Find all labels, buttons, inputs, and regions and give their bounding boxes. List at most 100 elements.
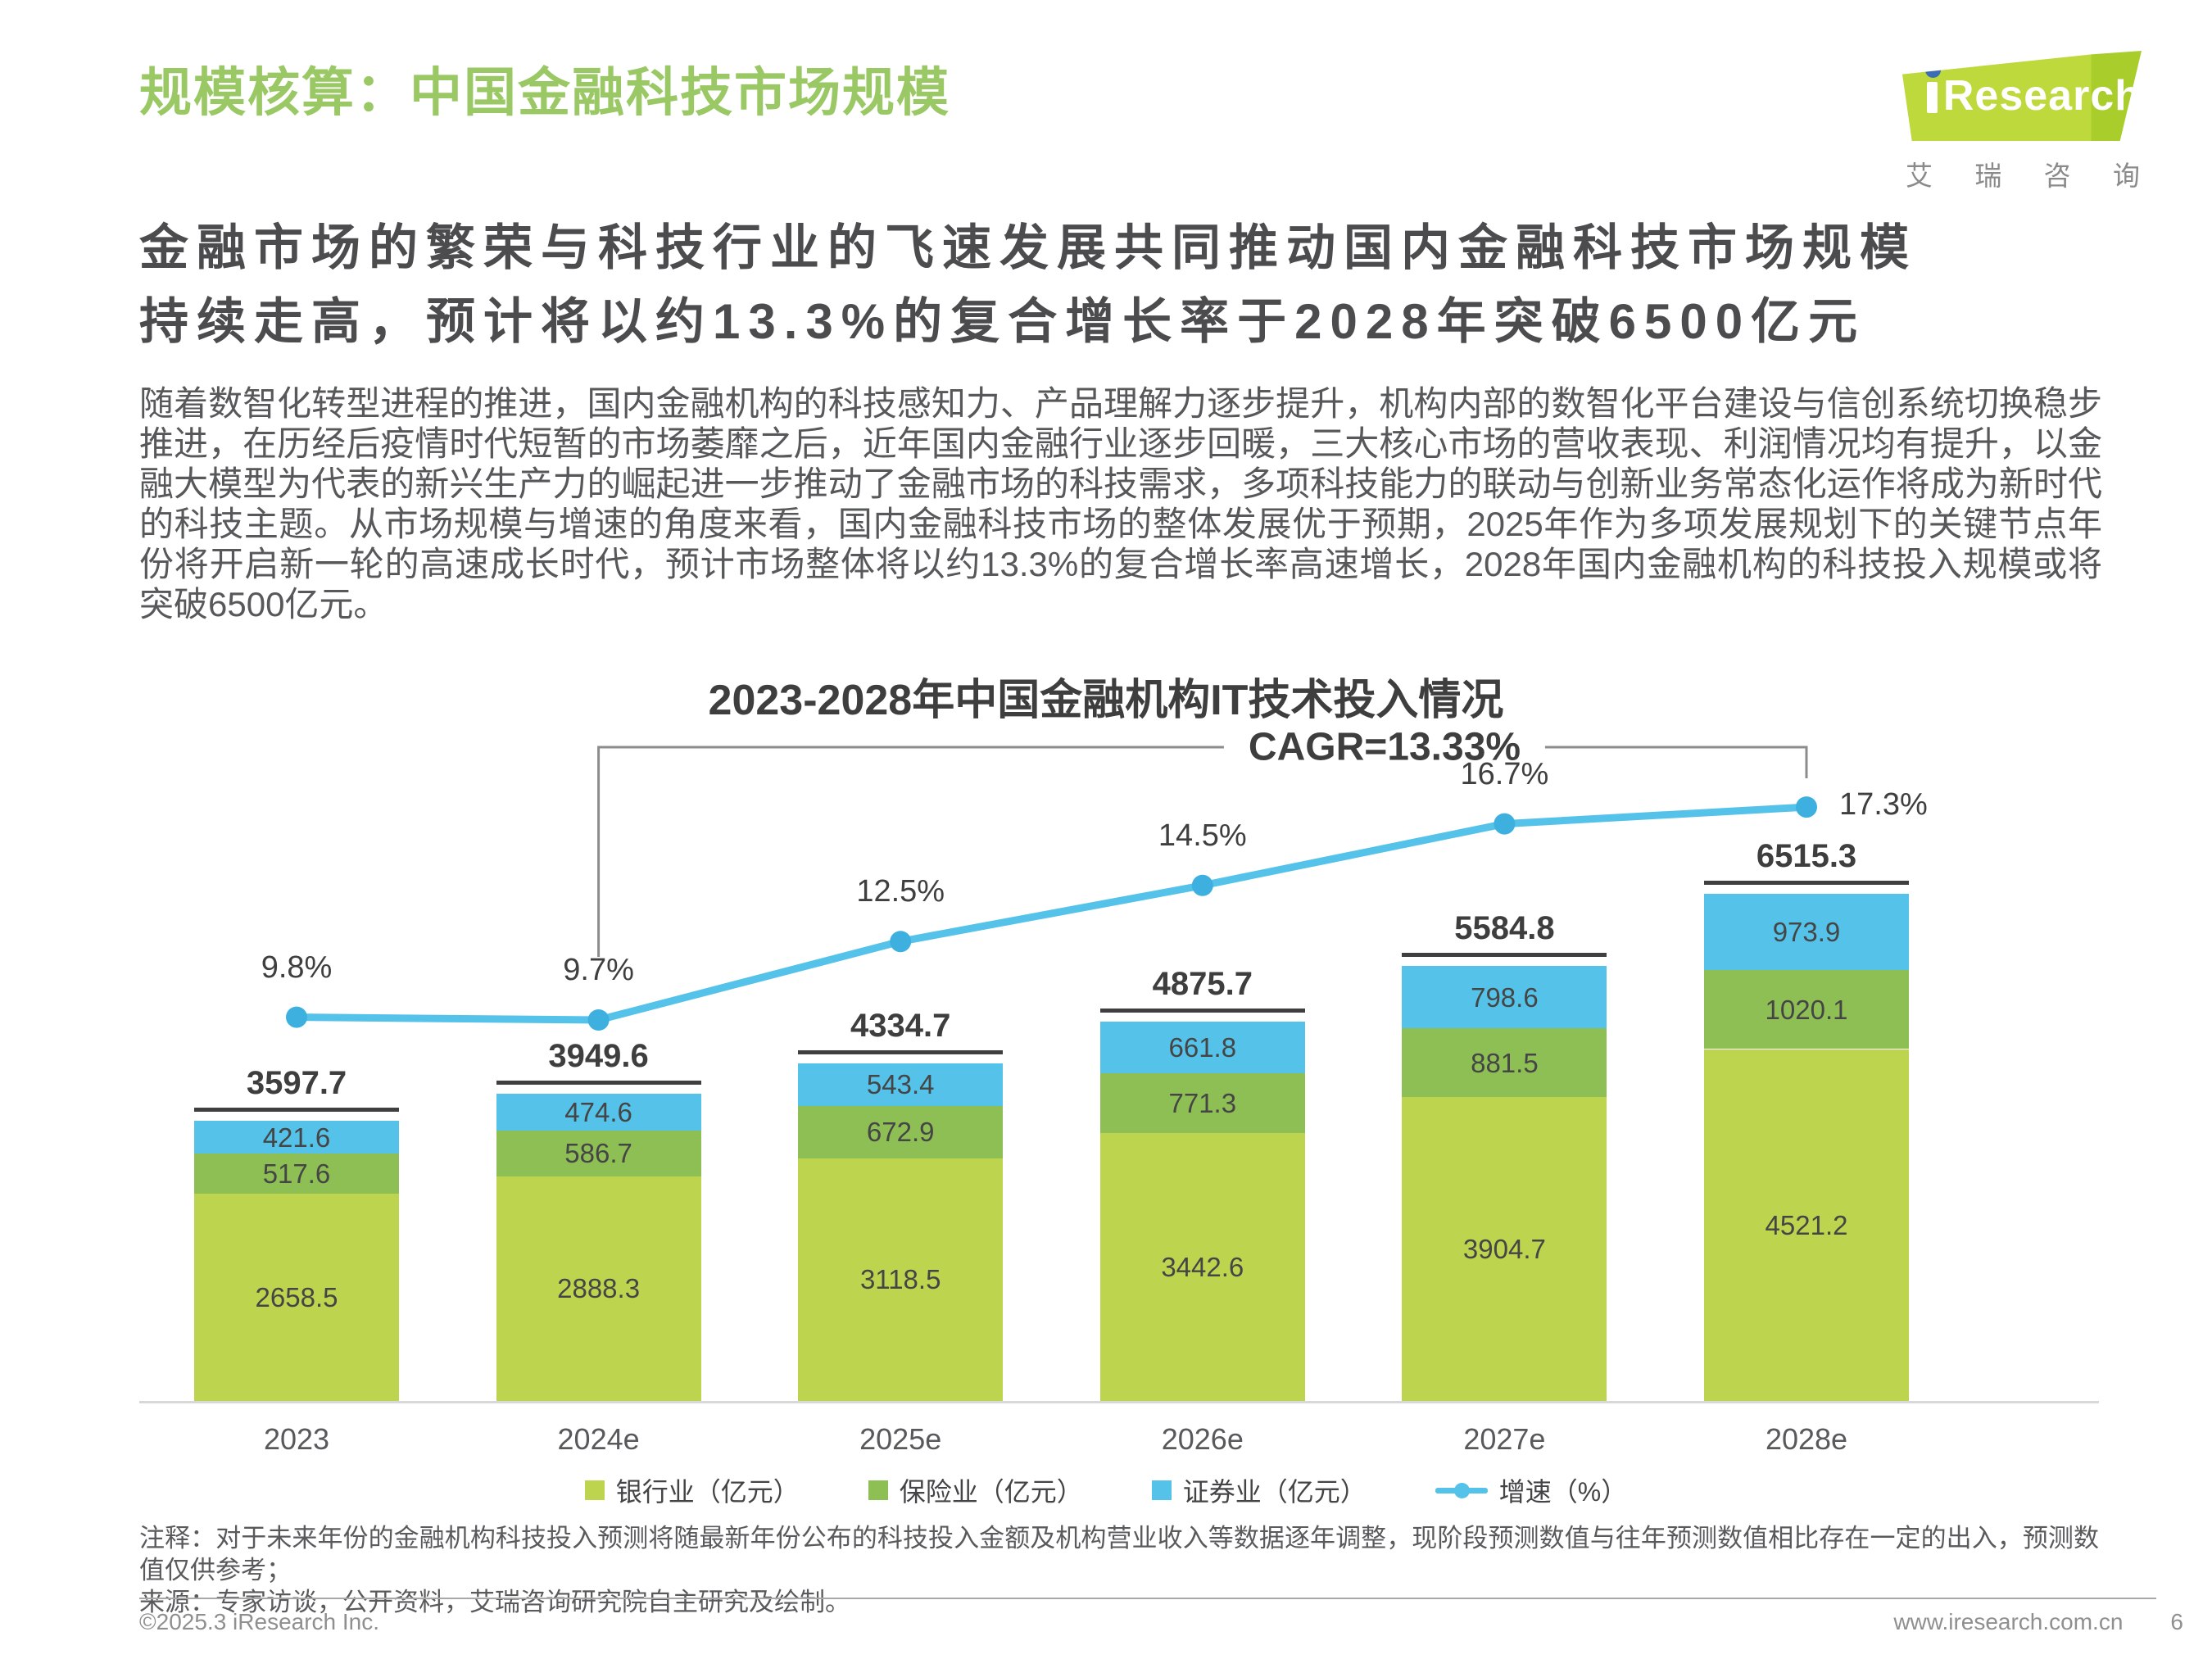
bar-segment-value: 474.6: [564, 1096, 632, 1127]
bar-segment-value: 881.5: [1471, 1047, 1539, 1078]
logo-cn-char: 瑞: [1974, 161, 2002, 191]
bar-segment-2-2028e: 973.9: [1704, 894, 1909, 970]
logo-brand-text: Research: [1942, 72, 2142, 120]
growth-point-label: 9.8%: [261, 950, 333, 985]
growth-point-marker: [1191, 874, 1213, 896]
chart-title: 2023-2028年中国金融机构IT技术投入情况: [708, 677, 1504, 724]
growth-point-marker: [890, 931, 912, 953]
bar-segment-2-2023: 421.6: [194, 1121, 399, 1154]
footer-website: www.iresearch.com.cn: [1893, 1609, 2124, 1634]
bar-total-label: 3949.6: [548, 1037, 649, 1074]
source-text: 来源：专家访谈，公开资料，艾瑞咨询研究院自主研究及绘制。: [139, 1588, 850, 1616]
legend-swatch-icon: [868, 1480, 888, 1500]
legend-label: 增速（%）: [1498, 1477, 1628, 1507]
logo-i-stem: [1927, 82, 1938, 113]
growth-point-marker: [286, 1006, 307, 1028]
footer-divider: [139, 1598, 2156, 1599]
growth-point-label: 17.3%: [1839, 787, 1928, 823]
subtitle-line: 持续走高，预计将以约13.3%的复合增长率于2028年突破6500亿元: [139, 294, 1866, 349]
page-title: 规模核算：中国金融科技市场规模: [139, 63, 950, 122]
footer-page-number: 6: [2170, 1609, 2183, 1634]
bar-total-label: 6515.3: [1756, 838, 1857, 875]
legend-swatch-icon: [1151, 1480, 1172, 1500]
bar-segment-value: 543.4: [866, 1069, 935, 1100]
growth-line-legend-dot: [1453, 1482, 1470, 1498]
growth-point-marker: [1494, 813, 1516, 835]
legend-swatch-icon: [584, 1480, 605, 1500]
legend-item-1: 保险业（亿元）: [868, 1471, 1083, 1509]
legend-label: 保险业（亿元）: [899, 1477, 1083, 1507]
iresearch-logo: Research 艾 瑞 咨 询: [1902, 51, 2148, 193]
legend-item-growth: 增速（%）: [1435, 1471, 1627, 1509]
chart-legend: 银行业（亿元） 保险业（亿元） 证券业（亿元） 增速（%）: [0, 1471, 2212, 1509]
growth-point-marker: [1796, 796, 1817, 818]
bar-segment-1-2027e: 881.5: [1402, 1028, 1607, 1097]
bar-total-label: 3597.7: [246, 1065, 347, 1102]
x-axis-line: [139, 1401, 2099, 1403]
bar-segment-0-2023: 2658.5: [194, 1194, 399, 1401]
bar-total-rule: [798, 1050, 1004, 1055]
bar-segment-value: 661.8: [1168, 1031, 1237, 1063]
cagr-label: CAGR=13.33%: [1223, 724, 1546, 770]
bar-segment-0-2026e: 3442.6: [1099, 1133, 1305, 1401]
bar-total-rule: [1704, 881, 1909, 886]
legend-label: 证券业（亿元）: [1182, 1477, 1367, 1507]
bar-segment-2-2027e: 798.6: [1402, 966, 1607, 1029]
bar-segment-2-2024e: 474.6: [496, 1093, 701, 1131]
bar-segment-value: 771.3: [1168, 1087, 1237, 1118]
logo-cn-char: 询: [2112, 161, 2140, 191]
bar-total-rule: [496, 1080, 701, 1085]
bar-total-label: 4875.7: [1152, 965, 1253, 1002]
logo-i-glyph: [1925, 62, 1941, 116]
x-axis-label: 2026e: [1161, 1422, 1244, 1456]
x-axis-label: 2025e: [859, 1422, 942, 1456]
growth-point-label: 16.7%: [1460, 756, 1549, 791]
bar-total-label: 4334.7: [850, 1008, 951, 1045]
bar-segment-value: 3442.6: [1161, 1252, 1244, 1282]
bar-segment-2-2026e: 661.8: [1099, 1021, 1305, 1073]
x-axis-label: 2028e: [1765, 1422, 1848, 1456]
bar-segment-value: 798.6: [1471, 981, 1539, 1013]
x-axis-label: 2023: [263, 1422, 330, 1456]
footer: ©2025.3 iResearch Inc. www.iresearch.com…: [139, 1609, 2183, 1635]
bar-segment-value: 4521.2: [1765, 1209, 1848, 1240]
legend-item-0: 银行业（亿元）: [584, 1471, 800, 1509]
bar-segment-0-2024e: 2888.3: [496, 1176, 701, 1401]
bar-segment-0-2025e: 3118.5: [798, 1158, 1004, 1401]
legend-item-2: 证券业（亿元）: [1151, 1471, 1367, 1509]
body-paragraph: 随着数智化转型进程的推进，国内金融机构的科技感知力、产品理解力逐步提升，机构内部…: [139, 384, 2102, 623]
growth-point-label: 14.5%: [1158, 818, 1247, 853]
bar-segment-value: 421.6: [262, 1122, 331, 1153]
notes-block: 注释：对于未来年份的金融机构科技投入预测将随最新年份公布的科技投入金额及机构营业…: [139, 1522, 2099, 1618]
x-axis-label: 2027e: [1463, 1422, 1546, 1456]
bar-segment-value: 2888.3: [557, 1273, 641, 1304]
logo-cn-char: 咨: [2043, 161, 2071, 191]
logo-cn-char: 艾: [1906, 161, 1933, 191]
bar-total-label: 5584.8: [1454, 910, 1555, 947]
bar-segment-1-2026e: 771.3: [1099, 1072, 1305, 1133]
bar-segment-1-2024e: 586.7: [496, 1130, 701, 1176]
growth-point-label: 9.7%: [563, 953, 634, 987]
bar-segment-1-2025e: 672.9: [798, 1105, 1004, 1158]
note-text: 注释：对于未来年份的金融机构科技投入预测将随最新年份公布的科技投入金额及机构营业…: [139, 1524, 2099, 1584]
page-subtitle: 金融市场的繁荣与科技行业的飞速发展共同推动国内金融科技市场规模 持续走高，预计将…: [139, 211, 2138, 359]
bar-segment-value: 517.6: [262, 1158, 331, 1190]
logo-chinese-name: 艾 瑞 咨 询: [1906, 154, 2140, 193]
bar-segment-1-2023: 517.6: [194, 1154, 399, 1194]
growth-point-marker: [587, 1009, 610, 1031]
bar-segment-0-2027e: 3904.7: [1402, 1097, 1607, 1401]
bar-segment-value: 3118.5: [859, 1264, 941, 1295]
bar-segment-2-2025e: 543.4: [798, 1063, 1004, 1106]
bar-segment-1-2028e: 1020.1: [1704, 969, 1909, 1049]
bar-segment-value: 672.9: [866, 1117, 935, 1148]
legend-label: 银行业（亿元）: [615, 1477, 800, 1507]
growth-line-legend-icon: [1435, 1482, 1488, 1498]
footer-copyright: ©2025.3 iResearch Inc.: [139, 1609, 380, 1634]
bar-segment-value: 586.7: [564, 1138, 632, 1169]
x-axis-label: 2024e: [557, 1422, 640, 1456]
logo-shape: Research: [1902, 51, 2142, 141]
cagr-bracket: [597, 746, 1808, 957]
growth-point-label: 12.5%: [856, 874, 945, 909]
logo-i-dot-icon: [1925, 62, 1941, 78]
